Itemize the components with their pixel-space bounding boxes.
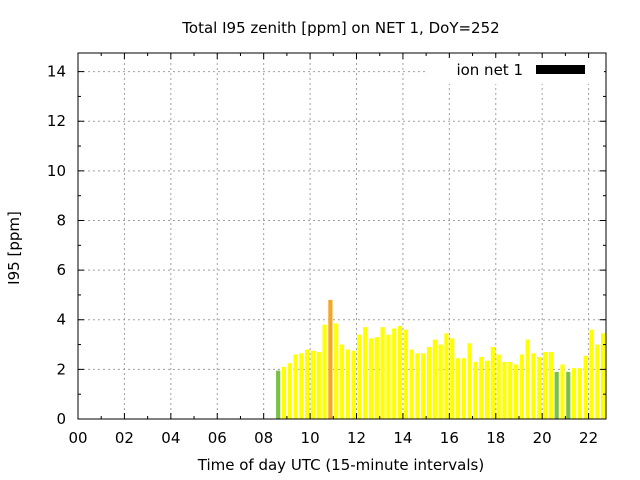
bar bbox=[345, 349, 350, 419]
bar bbox=[293, 354, 298, 419]
x-tick-label: 20 bbox=[533, 429, 552, 447]
bar bbox=[542, 352, 548, 419]
bar bbox=[438, 344, 443, 419]
bar bbox=[601, 333, 606, 419]
x-tick-label: 16 bbox=[440, 429, 459, 447]
bar bbox=[374, 337, 379, 419]
bar bbox=[281, 366, 287, 419]
bar bbox=[409, 349, 414, 419]
y-axis-label: I95 [ppm] bbox=[5, 211, 23, 285]
y-tick-label: 10 bbox=[47, 162, 66, 180]
x-tick-label: 22 bbox=[579, 429, 598, 447]
bar bbox=[548, 352, 553, 419]
y-tick-label: 0 bbox=[56, 410, 66, 428]
bar bbox=[444, 333, 449, 419]
bar bbox=[334, 323, 339, 419]
bar bbox=[351, 350, 356, 419]
bar bbox=[276, 370, 281, 419]
bar bbox=[484, 360, 490, 419]
x-tick-label: 10 bbox=[301, 429, 320, 447]
bar bbox=[508, 361, 513, 419]
legend-label: ion net 1 bbox=[456, 61, 523, 79]
y-tick-label: 2 bbox=[56, 360, 66, 378]
bar bbox=[426, 347, 432, 419]
bar bbox=[432, 339, 437, 419]
bar bbox=[392, 328, 397, 419]
bars bbox=[276, 299, 606, 419]
bar bbox=[415, 353, 420, 419]
bar bbox=[299, 353, 304, 419]
bar bbox=[525, 339, 530, 419]
bar bbox=[310, 350, 316, 419]
bar bbox=[571, 368, 577, 419]
y-tick-label: 4 bbox=[56, 311, 66, 329]
bar bbox=[455, 358, 461, 419]
bar bbox=[473, 361, 478, 419]
bar bbox=[368, 338, 374, 419]
x-tick-label: 00 bbox=[68, 429, 87, 447]
bar bbox=[577, 368, 582, 419]
bar bbox=[328, 299, 333, 419]
bar bbox=[589, 329, 594, 419]
legend: ion net 1 bbox=[428, 58, 604, 84]
bar bbox=[450, 338, 455, 419]
x-tick-label: 06 bbox=[208, 429, 227, 447]
bar bbox=[403, 329, 408, 419]
bar bbox=[386, 334, 391, 419]
bar bbox=[513, 364, 519, 419]
bar bbox=[496, 354, 501, 419]
bar bbox=[560, 364, 565, 419]
bar bbox=[519, 354, 524, 419]
y-tick-label: 6 bbox=[56, 261, 66, 279]
y-tick-label: 8 bbox=[56, 211, 66, 229]
bar bbox=[461, 358, 466, 419]
bar bbox=[583, 355, 588, 419]
bar bbox=[531, 353, 536, 419]
bar bbox=[566, 371, 571, 419]
bar bbox=[380, 327, 385, 419]
chart-title: Total I95 zenith [ppm] on NET 1, DoY=252 bbox=[181, 19, 499, 37]
legend-swatch bbox=[536, 65, 585, 74]
bar bbox=[467, 343, 472, 419]
bar bbox=[322, 324, 327, 419]
bar bbox=[502, 361, 507, 419]
x-axis-label: Time of day UTC (15-minute intervals) bbox=[197, 456, 484, 474]
x-tick-label: 08 bbox=[254, 429, 273, 447]
x-tick-label: 12 bbox=[347, 429, 366, 447]
y-tick-label: 12 bbox=[47, 112, 66, 130]
bar bbox=[595, 344, 600, 419]
bar bbox=[397, 325, 403, 419]
bar bbox=[479, 356, 484, 419]
bar bbox=[305, 349, 310, 419]
x-tick-label: 02 bbox=[115, 429, 134, 447]
bar bbox=[363, 327, 368, 419]
y-tick-label: 14 bbox=[47, 63, 66, 81]
bar bbox=[316, 352, 321, 419]
bar bbox=[554, 371, 559, 419]
plot-frame bbox=[77, 52, 607, 420]
axes bbox=[77, 52, 607, 420]
x-tick-label: 04 bbox=[161, 429, 180, 447]
bar bbox=[287, 363, 292, 419]
bar bbox=[339, 344, 345, 419]
bar bbox=[357, 334, 362, 419]
bar bbox=[490, 347, 495, 419]
bar bbox=[537, 356, 542, 419]
x-tick-label: 14 bbox=[393, 429, 412, 447]
x-tick-label: 18 bbox=[486, 429, 505, 447]
bar bbox=[421, 353, 426, 419]
